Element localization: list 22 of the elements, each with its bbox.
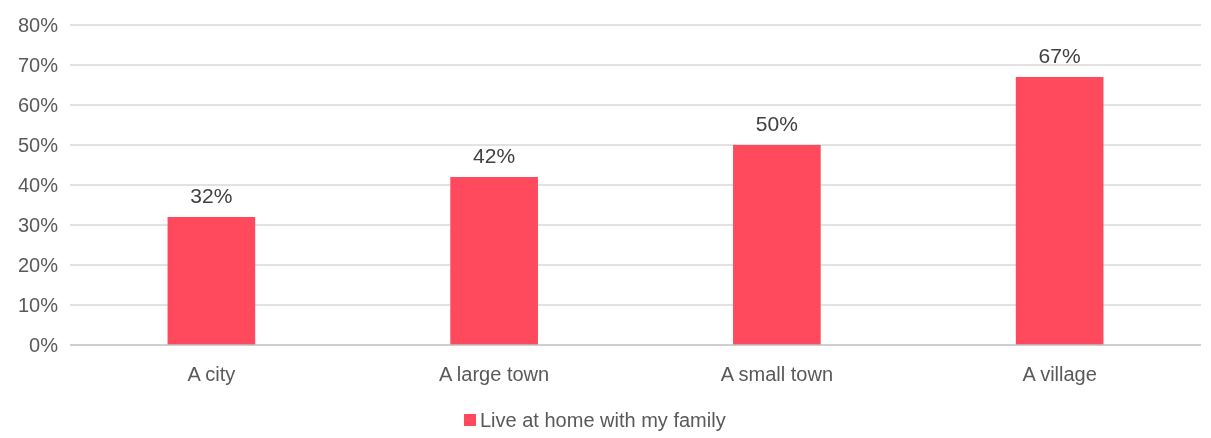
y-tick-label: 70% <box>17 54 59 76</box>
y-tick-label: 50% <box>17 134 59 156</box>
legend-label: Live at home with my family <box>480 409 726 431</box>
y-tick-label: 30% <box>17 214 59 236</box>
bar <box>167 217 256 345</box>
text: 50% <box>755 112 798 135</box>
y-tick-label: 10% <box>17 294 59 316</box>
y-tick-label: 60% <box>17 94 59 116</box>
text: 42% <box>473 144 516 167</box>
text: 32% <box>190 184 233 207</box>
y-tick-label: 40% <box>17 174 59 196</box>
text: 67% <box>1038 44 1081 67</box>
bar <box>1015 77 1104 345</box>
bar <box>733 145 821 345</box>
y-tick-label: 80% <box>17 14 59 36</box>
x-tick-label: A small town <box>720 363 834 385</box>
x-tick-label: A city <box>187 363 236 385</box>
x-tick-label: A large town <box>439 363 550 385</box>
bar <box>450 177 538 345</box>
x-tick-label: A village <box>1022 363 1097 385</box>
y-tick-label: 20% <box>17 254 59 276</box>
y-tick-label: 0% <box>29 334 59 356</box>
